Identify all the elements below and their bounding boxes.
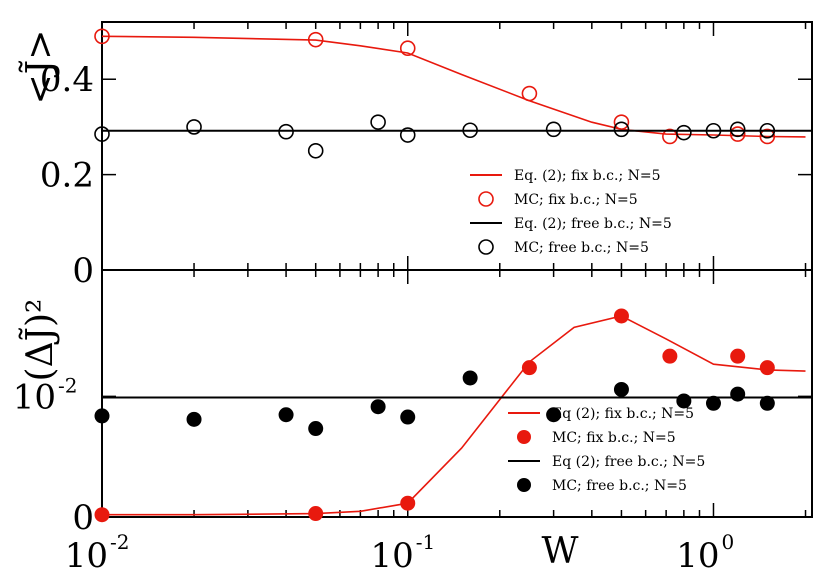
data-point: [521, 360, 537, 376]
y-tick-label: 0.4: [40, 60, 94, 100]
data-point: [613, 114, 630, 130]
legend: Eq. (2); fix b.c.; N=5 MC; fix b.c.; N=5 E…: [470, 168, 672, 256]
data-point: [462, 122, 478, 139]
data-point: [308, 421, 324, 437]
data-point: [546, 407, 562, 423]
data-point: [186, 119, 202, 135]
data-point: [662, 348, 678, 364]
legend-entry-label: Eq (2); free b.c.; N=5: [552, 454, 705, 470]
data-point: [400, 409, 416, 425]
x-tick-label: 10: [65, 536, 108, 576]
data-point: [521, 85, 538, 102]
legend-entry-label: MC; fix b.c.; N=5: [514, 192, 638, 208]
data-point: [370, 114, 386, 130]
plot-frame: [101, 269, 813, 518]
legend-swatch-marker: [517, 478, 531, 492]
data-point: [759, 360, 775, 376]
bottom-ylabel-text: (ΔJ̃)²: [19, 299, 61, 382]
legend-entry-label: Eq. (2); free b.c.; N=5: [514, 216, 672, 232]
data-point: [307, 142, 324, 159]
data-point: [730, 386, 746, 402]
data-point: [676, 124, 692, 141]
y-tick-label: 0: [72, 498, 94, 538]
x-tick-label: 10: [370, 536, 413, 576]
data-point: [94, 28, 110, 45]
data-point: [94, 126, 110, 142]
data-point: [278, 407, 294, 423]
data-point: [676, 393, 692, 409]
data-point: [730, 348, 746, 364]
data-point: [545, 121, 562, 138]
x-tick-label: 10: [676, 536, 719, 576]
y-tick-label: 0: [72, 251, 94, 291]
xlabel: W: [541, 531, 578, 572]
data-point: [729, 126, 746, 142]
data-point: [613, 381, 629, 397]
y-tick-label: 0.2: [40, 156, 94, 196]
bottom-panel: 010 -210 -2 10 -1 10 0Eq (2); fix b.c.; N=5MC;…: [13, 269, 813, 576]
legend-swatch-marker: [478, 191, 494, 207]
data-point: [759, 395, 775, 411]
y-tick-label-exponent: -2: [58, 373, 77, 397]
legend: Eq (2); fix b.c.; N=5 MC; fix b.c.; N=5 Eq…: [508, 406, 705, 494]
data-point: [307, 31, 324, 48]
top-ylabel-text: <J̃>: [19, 30, 61, 105]
data-point: [729, 121, 746, 138]
data-point: [399, 127, 416, 143]
legend-entry-label: MC; free b.c.; N=5: [514, 240, 649, 256]
x-tick-label-exponent: 0: [721, 530, 734, 554]
legend-entry-label: MC; fix b.c.; N=5: [552, 430, 676, 446]
x-tick-label-exponent: -2: [110, 530, 129, 554]
data-point: [705, 395, 721, 411]
top-ylabel: <J̃>: [19, 30, 61, 105]
legend-swatch-marker: [478, 239, 494, 255]
data-point: [399, 40, 416, 57]
legend-entry-label: Eq (2); fix b.c.; N=5: [552, 406, 694, 422]
data-point: [370, 399, 386, 415]
legend-swatch-marker: [517, 430, 531, 444]
legend-entry-label: Eq. (2); fix b.c.; N=5: [514, 168, 661, 184]
data-point: [400, 495, 416, 511]
bottom-ylabel: (ΔJ̃)²: [19, 299, 61, 382]
data-point: [186, 411, 202, 427]
data-point: [308, 506, 324, 522]
top-panel: 0 0.2 0.4 Eq. (2); fix b.c.; N=5 MC; fix b.c…: [40, 21, 813, 291]
x-tick-label-exponent: -1: [416, 530, 435, 554]
data-point: [278, 123, 294, 140]
data-point: [705, 122, 722, 139]
data-point: [613, 308, 629, 324]
legend-entry-label: MC; free b.c.; N=5: [552, 478, 687, 494]
data-point: [759, 122, 776, 139]
data-point: [94, 507, 110, 523]
data-point: [662, 128, 678, 145]
data-point: [94, 408, 110, 424]
y-tick-label: 10: [13, 377, 56, 417]
data-point: [759, 128, 776, 145]
data-point: [613, 121, 630, 138]
data-point: [462, 370, 478, 386]
